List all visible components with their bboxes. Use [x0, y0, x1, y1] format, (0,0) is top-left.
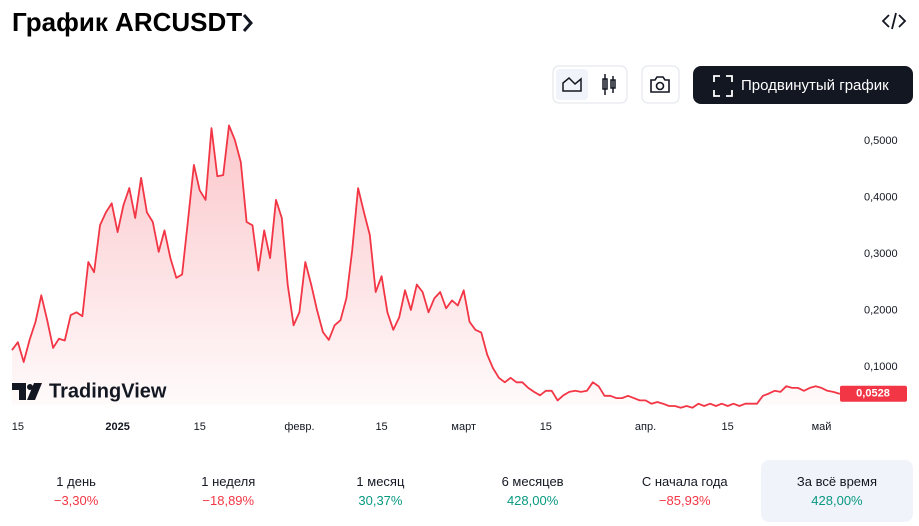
x-tick-label: 2025 — [105, 421, 129, 433]
x-tick-label: февр. — [284, 421, 314, 433]
y-tick-label: 0,4000 — [864, 192, 898, 204]
watermark: TradingView — [49, 380, 167, 402]
tradingview-logo — [12, 383, 42, 400]
x-tick-label: апр. — [635, 421, 656, 433]
x-tick-label: 15 — [194, 421, 206, 433]
x-tick-label: 15 — [375, 421, 387, 433]
fullscreen-icon — [713, 75, 733, 97]
period-bar: 1 день −3,30% 1 неделя −18,89% 1 месяц 30,37%… — [0, 460, 914, 522]
price-line — [11, 124, 846, 409]
chart: График ARCUSDT Продвинутый график 0,1000… — [11, 7, 913, 433]
line-style-icon — [562, 76, 582, 92]
period-label: За всё время — [796, 474, 878, 489]
x-tick-label: 15 — [12, 421, 24, 433]
y-tick-label: 0,5000 — [864, 135, 898, 147]
period-change: 428,00% — [811, 493, 863, 508]
period-button[interactable]: 1 неделя −18,89% — [152, 460, 304, 522]
period-button[interactable]: 1 месяц 30,37% — [304, 460, 456, 522]
line-style-button[interactable] — [556, 69, 588, 100]
y-tick-label: 0,2000 — [864, 304, 898, 316]
title-chevron[interactable] — [242, 14, 253, 32]
x-tick-label: 15 — [722, 421, 734, 433]
snapshot-button[interactable] — [641, 65, 680, 104]
candle-style-button[interactable] — [602, 74, 616, 95]
period-button[interactable]: С начала года −85,93% — [609, 460, 761, 522]
period-label: С начала года — [641, 474, 728, 489]
period-change: −3,30% — [53, 493, 99, 508]
period-label: 1 день — [56, 474, 96, 489]
y-tick-label: 0,1000 — [864, 361, 898, 373]
area — [12, 125, 845, 408]
camera-icon — [650, 76, 670, 93]
advanced-chart-label: Продвинутый график — [741, 77, 889, 94]
period-label: 6 месяцев — [501, 474, 564, 489]
last-price-label: 0,0528 — [856, 388, 890, 400]
period-change: 30,37% — [358, 493, 403, 508]
x-tick-label: март — [451, 421, 476, 433]
y-tick-label: 0,3000 — [864, 248, 898, 260]
period-label: 1 неделя — [201, 474, 256, 489]
period-button[interactable]: 6 месяцев 428,00% — [457, 460, 609, 522]
embed-icon[interactable] — [881, 12, 907, 30]
advanced-chart-button[interactable] — [693, 66, 913, 104]
plot: 0,1000 0,2000 0,3000 0,4000 0,5000 15 2025 15 фе… — [11, 124, 907, 433]
period-button[interactable]: За всё время 428,00% — [760, 460, 914, 522]
last-price-box — [840, 385, 907, 402]
period-button[interactable]: 1 день −3,30% — [0, 460, 152, 522]
period-change: −18,89% — [202, 493, 255, 508]
x-tick-label: май — [812, 421, 832, 433]
x-tick-label: 15 — [540, 421, 552, 433]
period-change: 428,00% — [506, 493, 559, 508]
period-change: −85,93% — [658, 493, 711, 508]
period-label: 1 месяц — [356, 474, 405, 489]
page-title: График ARCUSDT — [12, 7, 242, 37]
